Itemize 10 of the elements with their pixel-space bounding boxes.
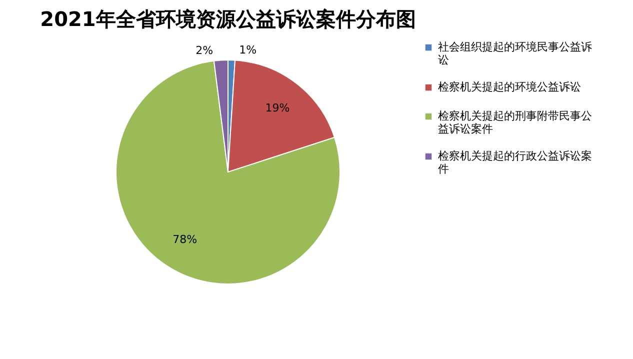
legend-label: 社会组织提起的环境民事公益诉讼: [438, 40, 592, 66]
data-label: 1%: [239, 43, 257, 56]
pie-slice: [116, 60, 340, 284]
legend-label: 检察机关提起的行政公益诉讼案件: [438, 150, 592, 176]
chart-title: 2021年全省环境资源公益诉讼案件分布图: [40, 7, 416, 31]
data-label: 2%: [196, 44, 214, 58]
legend-label: 检察机关提起的刑事附带民事公益诉讼案件: [438, 110, 592, 136]
data-label: 19%: [265, 101, 290, 114]
legend-label: 检察机关提起的环境公益诉讼: [438, 80, 581, 94]
data-label: 78%: [172, 233, 198, 246]
